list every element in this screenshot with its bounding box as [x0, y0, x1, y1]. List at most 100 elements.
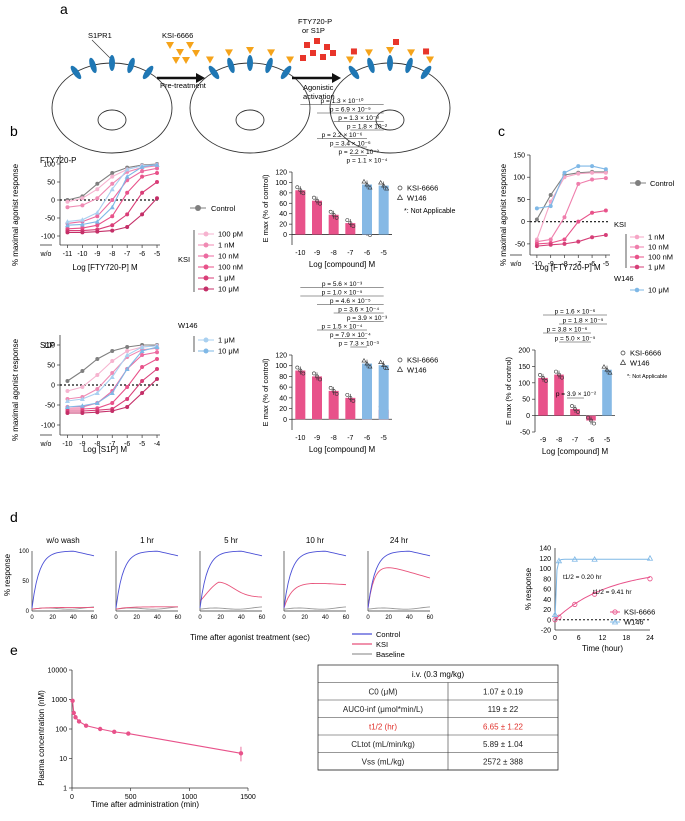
recovery-xlabel: Time (hour): [582, 644, 623, 653]
cell-membrane: [189, 62, 311, 154]
x-tick-label: -4: [154, 441, 160, 448]
data-point: [562, 215, 567, 220]
data-point: [590, 164, 595, 169]
na-note: *: Not Applicable: [627, 374, 667, 380]
pk-point: [73, 715, 78, 720]
replicate-point: [592, 421, 596, 426]
table-value: 1.07 ± 0.19: [483, 688, 524, 697]
x-tick-label: 6: [577, 635, 581, 642]
replicate-point: [298, 368, 303, 373]
y-tick-label: 0: [26, 609, 30, 615]
replicate-point: [295, 185, 300, 190]
y-tick-label: -50: [45, 216, 55, 223]
ksi-point: [556, 614, 562, 620]
y-tick-label: 20: [279, 406, 287, 413]
receptor-icon: [265, 57, 273, 74]
panel-b-s1p-title: S1P: [40, 341, 55, 350]
receptor-icon: [280, 65, 292, 80]
x-tick-label: -5: [603, 261, 609, 268]
panel-c-emax: -50 0 50 100 150 200 -9 -8 -7 -6 -5 p = 1.6 × 10⁻⁶ p…: [504, 309, 667, 457]
antagonist-label: KSI-6666: [162, 31, 193, 40]
pk-point: [83, 723, 89, 728]
trace-title: 5 hr: [224, 536, 238, 545]
series-line: [536, 177, 606, 243]
x-tick-label: -5: [139, 441, 145, 448]
y-tick-label: -50: [520, 430, 530, 437]
legend-ksi-marker: [397, 357, 403, 363]
y-tick-label: 50: [47, 180, 55, 187]
data-point: [140, 212, 145, 217]
legend-ksi-marker: [634, 234, 640, 240]
data-point: [110, 181, 115, 186]
half-life-ksi: t1/2 = 9.41 hr: [593, 589, 632, 596]
y-tick-label: -50: [45, 403, 55, 410]
receptor-icon: [420, 65, 432, 80]
legend-ksi-text: KSI: [178, 255, 190, 264]
replicate-point: [573, 407, 577, 411]
replicate-point: [384, 365, 390, 370]
panel-b-fty-xlabel: Log [FTY720-P] M: [72, 263, 138, 272]
antagonist-icon: [426, 56, 435, 64]
replicate-point: [328, 385, 333, 390]
data-point: [125, 225, 130, 229]
emax-bar: [362, 184, 372, 235]
replicate-point: [586, 415, 590, 420]
legend-ksi-dose: 100 nM: [218, 263, 243, 272]
data-point: [590, 177, 595, 182]
baseline-trace: [367, 606, 431, 610]
p-value-label: p = 5.0 × 10⁻⁵: [555, 336, 596, 343]
p-value-label: p = 3.6 × 10⁻⁴: [338, 307, 379, 314]
p-value-label: p = 1.8 × 10⁻²: [347, 124, 388, 131]
replicate-point: [361, 357, 367, 363]
x-tick-label: -8: [331, 435, 337, 442]
replicate-point: [601, 364, 607, 369]
y-tick-label: 120: [275, 353, 287, 360]
replicate-point: [367, 184, 373, 190]
x-tick-label: -10: [77, 251, 87, 258]
x-tick-label: -7: [347, 250, 353, 257]
receptor-icon: [208, 65, 220, 80]
data-point: [154, 344, 160, 349]
data-point: [94, 210, 100, 215]
data-point: [65, 389, 70, 393]
y-tick-label: 100: [275, 363, 287, 370]
replicate-point: [301, 371, 306, 376]
emax-xlabel: Log [compound] M: [309, 260, 376, 269]
emax-ylabel: E max (% of control): [261, 358, 270, 426]
agonist-icon: [330, 50, 336, 56]
receptor-icon: [227, 57, 235, 74]
p-value-label: p = 1.1 × 10⁻⁴: [347, 158, 388, 165]
recovery-ylabel: % response: [524, 567, 533, 610]
receptor-icon: [367, 57, 375, 74]
legend-ksi-marker: [620, 350, 626, 356]
replicate-point: [328, 209, 333, 214]
replicate-point: [554, 369, 558, 374]
data-point: [155, 166, 160, 171]
data-point: [79, 221, 85, 227]
x-tick-label: -6: [124, 441, 130, 448]
data-point: [79, 396, 85, 401]
y-tick-label: 100: [43, 162, 55, 169]
legend-ksi-label: KSI-6666: [407, 356, 438, 365]
data-point: [95, 410, 100, 415]
legend-d-baseline: Baseline: [376, 650, 405, 659]
antagonist-icon: [386, 47, 394, 54]
data-point: [110, 174, 115, 179]
emax-bar: [312, 200, 322, 235]
ksi-trace: [31, 606, 95, 610]
legend-ksi-dose: 1 μM: [648, 263, 665, 272]
x-tick-label: -6: [364, 250, 370, 257]
y-tick-label: 20: [543, 607, 551, 614]
replicate-point: [295, 365, 300, 370]
data-point: [109, 186, 115, 192]
receptor-icon: [127, 57, 135, 74]
panel-c-ylabel: % maximal agonist response: [499, 163, 508, 266]
cell-membrane: [51, 62, 173, 154]
pk-line: [72, 700, 242, 754]
panel-b-fty-title: FTY720-P: [40, 156, 76, 165]
data-point: [125, 190, 130, 195]
replicate-point: [544, 378, 548, 383]
wo-tick-label: w/o: [510, 261, 522, 268]
